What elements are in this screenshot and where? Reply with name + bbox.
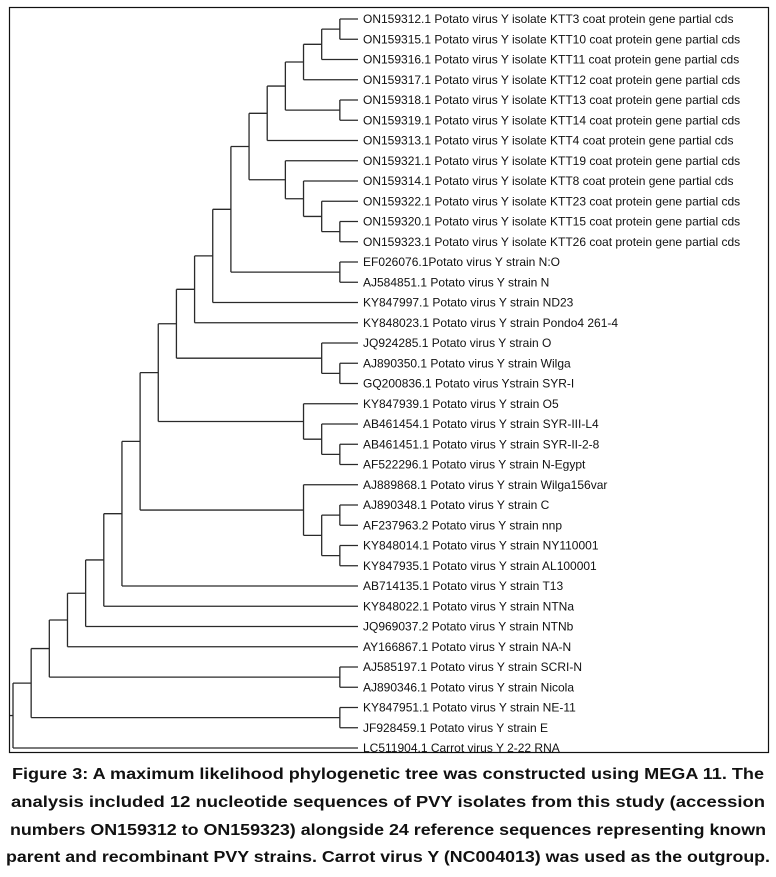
- leaf-label: ON159318.1 Potato virus Y isolate KTT13 …: [363, 93, 740, 107]
- leaf-label: AJ585197.1 Potato virus Y strain SCRI-N: [363, 660, 582, 674]
- leaf-label: AJ890350.1 Potato virus Y strain Wilga: [363, 356, 571, 370]
- leaf-label: AF237963.2 Potato virus Y strain nnp: [363, 518, 562, 532]
- leaf-label: ON159321.1 Potato virus Y isolate KTT19 …: [363, 154, 740, 168]
- leaf-label: AB461451.1 Potato virus Y strain SYR-II-…: [363, 437, 600, 451]
- leaf-label: KY847951.1 Potato virus Y strain NE-11: [363, 701, 576, 715]
- leaf-label: AJ890346.1 Potato virus Y strain Nicola: [363, 680, 574, 694]
- leaf-label: AJ890348.1 Potato virus Y strain C: [363, 498, 550, 512]
- caption-line: numbers ON159312 to ON159323) alongside …: [10, 822, 766, 839]
- leaf-label: ON159315.1 Potato virus Y isolate KTT10 …: [363, 32, 740, 46]
- caption-line: Figure 3: A maximum likelihood phylogene…: [12, 766, 764, 783]
- leaf-label: KY847939.1 Potato virus Y strain O5: [363, 397, 559, 411]
- leaf-label: KY848023.1 Potato virus Y strain Pondo4 …: [363, 316, 618, 330]
- tree-frame: [8, 6, 770, 754]
- leaf-label: ON159317.1 Potato virus Y isolate KTT12 …: [363, 73, 740, 87]
- tree-branches: [10, 18, 358, 749]
- leaf-label: ON159319.1 Potato virus Y isolate KTT14 …: [363, 113, 740, 127]
- leaf-label: GQ200836.1 Potato virus Ystrain SYR-I: [363, 377, 574, 391]
- leaf-label: ON159314.1 Potato virus Y isolate KTT8 c…: [363, 174, 733, 188]
- leaf-label: AY166867.1 Potato virus Y strain NA-N: [363, 640, 571, 654]
- caption-line: parent and recombinant PVY strains. Carr…: [6, 849, 770, 866]
- leaf-label: ON159313.1 Potato virus Y isolate KTT4 c…: [363, 134, 733, 148]
- caption-line: analysis included 12 nucleotide sequence…: [11, 794, 765, 811]
- leaf-label: AB461454.1 Potato virus Y strain SYR-III…: [363, 417, 599, 431]
- leaf-label: ON159320.1 Potato virus Y isolate KTT15 …: [363, 215, 740, 229]
- leaf-label: AB714135.1 Potato virus Y strain T13: [363, 579, 563, 593]
- leaf-label: ON159322.1 Potato virus Y isolate KTT23 …: [363, 194, 740, 208]
- leaf-label: ON159316.1 Potato virus Y isolate KTT11 …: [363, 53, 739, 67]
- leaf-label: EF026076.1Potato virus Y strain N:O: [363, 255, 560, 269]
- leaf-label: LC511904.1 Carrot virus Y 2-22 RNA: [363, 741, 560, 755]
- leaf-label: AJ889868.1 Potato virus Y strain Wilga15…: [363, 478, 607, 492]
- figure-caption: Figure 3: A maximum likelihood phylogene…: [6, 766, 770, 866]
- leaf-label: KY847935.1 Potato virus Y strain AL10000…: [363, 559, 597, 573]
- leaf-label: JQ969037.2 Potato virus Y strain NTNb: [363, 620, 574, 634]
- leaf-label: KY847997.1 Potato virus Y strain ND23: [363, 296, 574, 310]
- leaf-label: KY848014.1 Potato virus Y strain NY11000…: [363, 539, 599, 553]
- leaf-label: ON159312.1 Potato virus Y isolate KTT3 c…: [363, 12, 733, 26]
- leaf-labels: ON159312.1 Potato virus Y isolate KTT3 c…: [363, 12, 740, 755]
- leaf-label: JF928459.1 Potato virus Y strain E: [363, 721, 548, 735]
- leaf-label: JQ924285.1 Potato virus Y strain O: [363, 336, 551, 350]
- leaf-label: KY848022.1 Potato virus Y strain NTNa: [363, 599, 574, 613]
- leaf-label: ON159323.1 Potato virus Y isolate KTT26 …: [363, 235, 740, 249]
- leaf-label: AJ584851.1 Potato virus Y strain N: [363, 275, 549, 289]
- leaf-label: AF522296.1 Potato virus Y strain N-Egypt: [363, 458, 586, 472]
